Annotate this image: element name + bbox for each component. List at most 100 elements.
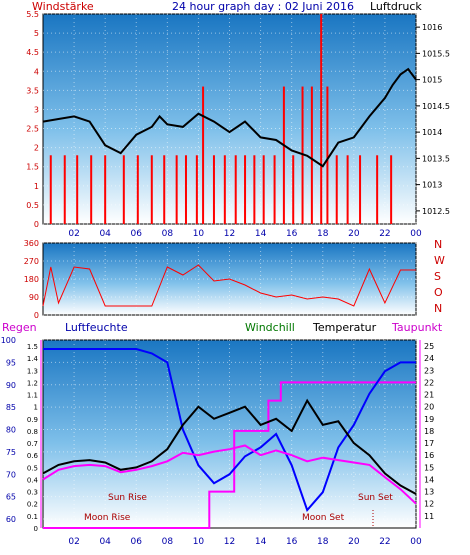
panel3-x-tick-label: 06 (131, 537, 143, 547)
panel3-x-tick-label: 22 (379, 537, 390, 547)
rain-tick-label: 0.4 (27, 476, 39, 484)
humidity-tick-label: 85 (6, 403, 16, 412)
panel1-x-tick-label: 20 (348, 229, 360, 239)
humidity-tick-label: 90 (6, 381, 16, 390)
pressure-tick-label: 1013 (422, 181, 442, 190)
humidity-line (43, 348, 416, 513)
compass-w: W (434, 254, 445, 267)
temperature-tick-label: 25 (424, 342, 434, 351)
wind-speed-bars (49, 14, 393, 224)
wind-tick-label: 4 (34, 67, 39, 76)
wind-speed-bar (104, 155, 107, 224)
wind-direction-line (42, 264, 416, 307)
sun-set-label: Sun Set (358, 493, 393, 503)
pressure-line (42, 67, 417, 168)
wind-tick-label: 5.5 (26, 10, 39, 19)
panel1-x-tick-label: 02 (68, 229, 79, 239)
wind-speed-bar (49, 155, 52, 224)
panel1-x-tick-label: 14 (255, 229, 267, 239)
rain-tick-label: 0.9 (27, 416, 38, 424)
rain-tick-label: 0.8 (27, 428, 38, 436)
pressure-tick-label: 1015 (422, 76, 442, 85)
rain-tick-label: 0.2 (27, 501, 38, 509)
rain-tick-label: 0.7 (27, 440, 38, 448)
pressure-tick-label: 1016 (422, 23, 442, 32)
temperature-tick-label: 11 (424, 512, 434, 521)
rain-tick-label: 1.4 (27, 355, 39, 363)
panel1-x-tick-label: 22 (379, 229, 390, 239)
wind-speed-bar (163, 155, 166, 224)
wind-tick-label: 1.5 (26, 163, 39, 172)
moon-rise-label: Moon Rise (84, 513, 131, 523)
humidity-tick-label: 95 (6, 358, 16, 367)
compass-o: O (434, 286, 443, 299)
pressure-tick-label: 1013.5 (422, 154, 450, 163)
windchill-label: Windchill (245, 321, 295, 334)
rain-tick-label: 1.2 (27, 379, 38, 387)
rain-tick-label: 1.5 (27, 343, 38, 351)
chart-title: 24 hour graph day : 02 Juni 2016 (172, 0, 354, 13)
panel1-x-tick-label: 12 (224, 229, 235, 239)
rain-tick-label: 0.5 (27, 464, 38, 472)
panel3-x-tick-label: 10 (193, 537, 205, 547)
panel3-x-tick-label: 12 (224, 537, 235, 547)
wind-speed-bar (390, 155, 393, 224)
rain-axis-ticks: 0 0.1 0.2 0.3 0.4 0.5 0.6 0.7 0.8 0.9 1 1.1 1.2 1.3 1.… (27, 340, 42, 533)
wind-speed-bar (202, 86, 205, 224)
temperature-tick-label: 17 (424, 439, 434, 448)
humidity-tick-label: 70 (6, 470, 16, 479)
temperature-axis-ticks: 11 12 13 14 15 16 17 18 19 20 21 22 23 24 25 (419, 340, 434, 528)
wind-speed-bar (76, 155, 79, 224)
wind-tick-label: 2 (34, 144, 39, 153)
panel1-x-ticks: 02 04 06 08 10 12 14 16 18 20 22 00 (68, 229, 422, 239)
luftfeuchte-label: Luftfeuchte (65, 321, 128, 334)
wind-tick-label: 0.5 (26, 201, 39, 210)
panel3-x-tick-label: 14 (255, 537, 267, 547)
humidity-tick-label: 100 (1, 336, 16, 345)
direction-tick-label: 0 (34, 311, 39, 320)
wind-speed-bar (90, 155, 93, 224)
wind-pressure-panel: 0 0.5 1 1.5 2 2.5 3 3.5 4 4.5 5 5.5 1012.5 1013 1013.… (26, 10, 450, 239)
panel3-x-tick-label: 04 (99, 537, 111, 547)
sun-rise-label: Sun Rise (108, 493, 147, 503)
wind-speed-bar (359, 155, 362, 224)
wind-speed-bar (150, 155, 153, 224)
panel1-x-tick-label: 08 (162, 229, 174, 239)
wind-direction-panel: 0 90 180 270 360 N W S O N (24, 238, 445, 320)
panel1-x-tick-label: 10 (193, 229, 205, 239)
humidity-tick-label: 80 (6, 426, 16, 435)
direction-tick-label: 360 (24, 239, 39, 248)
panel1-x-tick-label: 00 (410, 229, 422, 239)
temperature-tick-label: 24 (424, 354, 434, 363)
rain-tick-label: 0 (34, 525, 38, 533)
compass-labels: N W S O N (434, 238, 445, 315)
temperature-tick-label: 20 (424, 403, 434, 412)
humidity-axis-ticks: 60 65 70 75 80 85 90 95 100 (1, 336, 16, 524)
wind-speed-bar (282, 86, 285, 224)
wind-speed-bar (122, 155, 125, 224)
wind-tick-label: 0 (34, 220, 39, 229)
wind-speed-bar (292, 155, 295, 224)
temperature-tick-label: 18 (424, 427, 434, 436)
pressure-tick-label: 1014 (422, 128, 442, 137)
wind-speed-bar (175, 155, 178, 224)
panel3-x-tick-label: 18 (317, 537, 329, 547)
rain-tick-label: 0.3 (27, 489, 38, 497)
rain-tick-label: 1 (34, 404, 38, 412)
panel1-x-tick-label: 04 (99, 229, 111, 239)
direction-tick-label: 180 (24, 275, 39, 284)
wind-axis-ticks: 0 0.5 1 1.5 2 2.5 3 3.5 4 4.5 5 5.5 (26, 10, 39, 229)
compass-n-top: N (434, 238, 442, 251)
rain-tick-label: 0.6 (27, 452, 39, 460)
wind-speed-bar (335, 155, 338, 224)
pressure-tick-label: 1014.5 (422, 102, 450, 111)
regen-label: Regen (2, 321, 37, 334)
panel3-x-tick-label: 02 (68, 537, 79, 547)
panel3-x-tick-label: 16 (286, 537, 298, 547)
wind-speed-bar (244, 155, 247, 224)
compass-n-bottom: N (434, 302, 442, 315)
wind-speed-bar (326, 86, 329, 224)
temperature-tick-label: 15 (424, 463, 434, 472)
panel3-grid (43, 339, 417, 528)
